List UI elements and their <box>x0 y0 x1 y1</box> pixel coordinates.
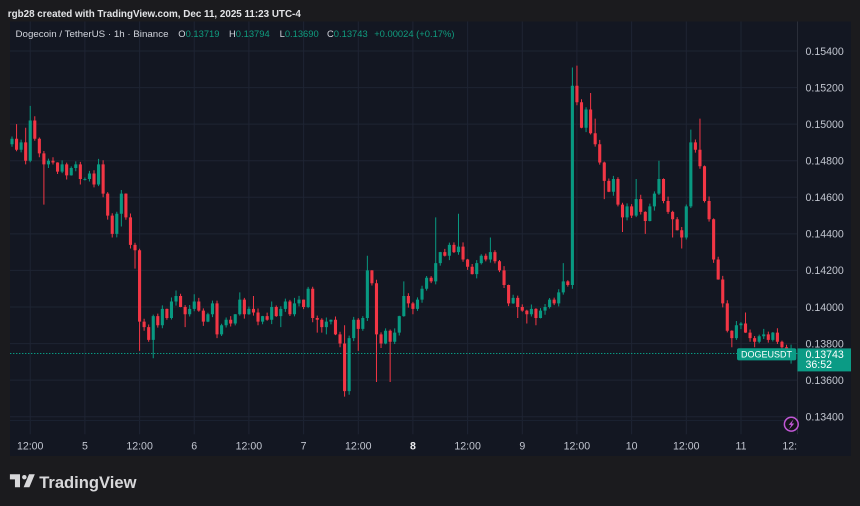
svg-text:0.14400: 0.14400 <box>806 229 844 241</box>
svg-text:10: 10 <box>626 440 638 452</box>
svg-text:0.13400: 0.13400 <box>806 412 844 424</box>
svg-text:0.13800: 0.13800 <box>806 338 844 350</box>
svg-text:12:00: 12:00 <box>345 440 372 452</box>
svg-text:+0.00024 (+0.17%): +0.00024 (+0.17%) <box>374 28 454 39</box>
svg-text:0.14200: 0.14200 <box>806 265 844 277</box>
svg-text:36:52: 36:52 <box>806 359 833 371</box>
svg-text:0.14000: 0.14000 <box>806 302 844 314</box>
svg-text:O0.13719: O0.13719 <box>178 28 219 39</box>
svg-text:11: 11 <box>736 440 747 452</box>
svg-text:Dogecoin / TetherUS · 1h · Bin: Dogecoin / TetherUS · 1h · Binance <box>16 28 169 39</box>
svg-text:L0.13690: L0.13690 <box>280 28 319 39</box>
svg-text:0.14800: 0.14800 <box>806 156 844 168</box>
svg-text:9: 9 <box>519 440 525 452</box>
svg-text:DOGEUSDT: DOGEUSDT <box>741 350 792 361</box>
svg-text:12:00: 12:00 <box>454 440 481 452</box>
svg-text:8: 8 <box>410 440 416 452</box>
svg-text:12:00: 12:00 <box>673 440 700 452</box>
svg-text:12:00: 12:00 <box>236 440 263 452</box>
svg-text:0.13600: 0.13600 <box>806 375 844 387</box>
svg-text:0.14600: 0.14600 <box>806 192 844 204</box>
svg-text:TradingView: TradingView <box>39 473 136 492</box>
svg-text:6: 6 <box>191 440 197 452</box>
svg-text:0.13743: 0.13743 <box>806 349 844 361</box>
svg-text:7: 7 <box>301 440 307 452</box>
svg-text:12:00: 12:00 <box>17 440 44 452</box>
svg-text:12:00: 12:00 <box>126 440 153 452</box>
svg-text:5: 5 <box>82 440 88 452</box>
svg-text:H0.13794: H0.13794 <box>229 28 270 39</box>
svg-text:0.15400: 0.15400 <box>806 46 844 58</box>
svg-text:C0.13743: C0.13743 <box>327 28 368 39</box>
svg-text:0.15200: 0.15200 <box>806 82 844 94</box>
svg-text:12:00: 12:00 <box>564 440 591 452</box>
svg-text:0.15000: 0.15000 <box>806 119 844 131</box>
svg-text:rgb28 created with TradingView: rgb28 created with TradingView.com, Dec … <box>8 9 302 20</box>
svg-text:12:00: 12:00 <box>782 440 809 452</box>
